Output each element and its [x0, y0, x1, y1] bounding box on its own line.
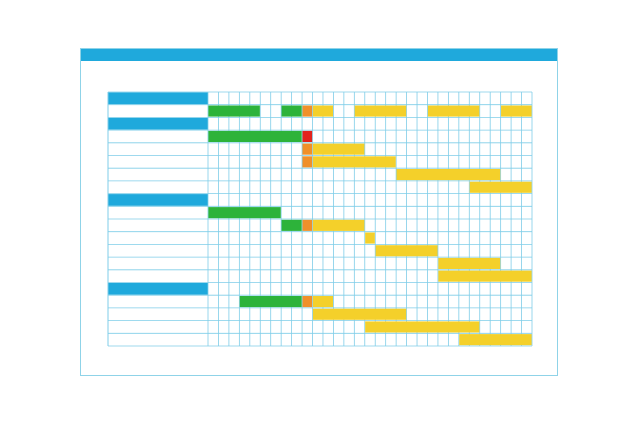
task-bar-planned	[375, 245, 438, 257]
section-header-bar	[108, 194, 208, 206]
section-header-bar	[108, 92, 208, 105]
task-bar-planned	[354, 105, 407, 117]
task-bar-planned	[438, 257, 501, 269]
task-bar-done	[281, 219, 302, 231]
section-header-bar	[108, 283, 208, 295]
window-titlebar	[81, 49, 557, 61]
task-bar-planned	[501, 105, 532, 117]
task-bar-planned	[396, 169, 501, 181]
task-bar-done	[239, 296, 302, 308]
task-bar-planned	[312, 308, 407, 320]
task-bar-milestone	[302, 143, 313, 155]
task-bar-planned	[312, 296, 334, 308]
task-bar-planned	[312, 143, 365, 155]
task-bar-planned	[312, 156, 396, 168]
task-bar-planned	[459, 334, 532, 346]
task-bar-done	[281, 105, 302, 117]
task-bar-planned	[469, 181, 532, 193]
task-bar-planned	[312, 105, 334, 117]
task-bar-milestone	[302, 156, 313, 168]
task-bar-done	[208, 207, 281, 219]
task-bar-planned	[365, 321, 480, 333]
task-bar-critical	[302, 130, 313, 142]
task-bar-done	[208, 105, 260, 117]
task-bar-planned	[365, 232, 375, 244]
task-bar-milestone	[302, 219, 313, 231]
task-bar-milestone	[302, 296, 313, 308]
task-bar-planned	[312, 219, 365, 231]
task-bar-done	[208, 130, 302, 142]
task-bar-planned	[427, 105, 480, 117]
section-header-bar	[108, 117, 208, 130]
task-bar-milestone	[302, 105, 313, 117]
task-bar-planned	[438, 270, 532, 282]
